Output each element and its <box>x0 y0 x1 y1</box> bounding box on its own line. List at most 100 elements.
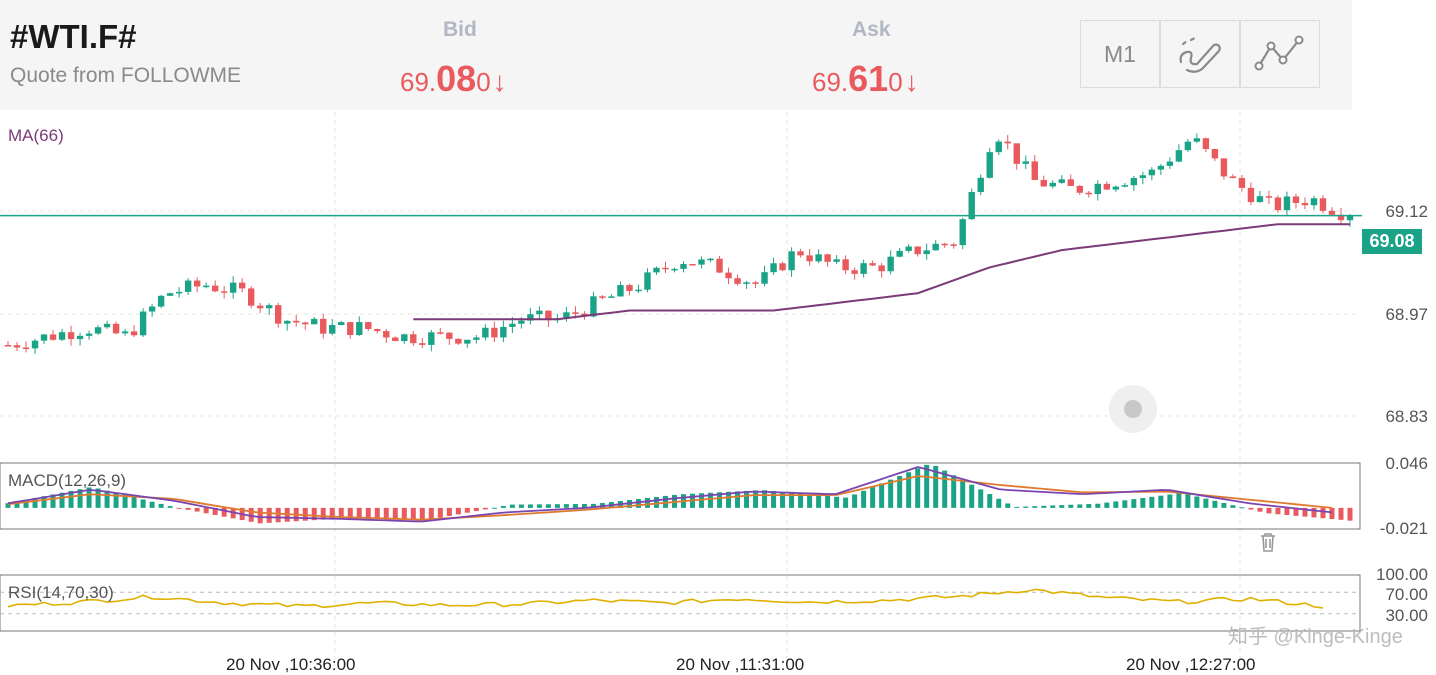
candle-body <box>1121 185 1129 187</box>
macd-histogram-bar <box>77 489 83 508</box>
macd-histogram-bar <box>906 472 912 508</box>
candle-body <box>275 305 282 324</box>
macd-histogram-bar <box>1059 505 1065 508</box>
candle-body <box>914 246 921 255</box>
macd-histogram-bar <box>1329 507 1335 520</box>
macd-histogram-bar <box>996 498 1002 508</box>
candle-body <box>518 320 525 324</box>
candle-body <box>716 258 723 273</box>
macd-histogram-bar <box>212 507 218 515</box>
candle-body <box>743 282 750 284</box>
macd-histogram-bar <box>1212 500 1218 508</box>
timeframe-button[interactable]: M1 <box>1080 20 1160 88</box>
candle-body <box>1040 179 1047 187</box>
candle-body <box>58 332 66 340</box>
candle-body <box>329 325 336 334</box>
rsi-indicator-label[interactable]: RSI(14,70,30) <box>8 583 114 602</box>
symbol-title: #WTI.F# <box>10 18 137 55</box>
macd-histogram-bar <box>572 504 578 508</box>
candle-body <box>1103 183 1111 190</box>
candle-body <box>779 263 786 271</box>
candle-body <box>869 263 876 266</box>
macd-histogram-bar <box>825 495 831 508</box>
macd-histogram-bar <box>464 507 470 513</box>
candle-body <box>1022 161 1029 164</box>
macd-histogram-bar <box>1131 499 1137 508</box>
macd-histogram-bar <box>915 468 921 508</box>
candle-body <box>968 192 975 220</box>
bid-down-arrow-icon: ↓ <box>492 66 507 97</box>
watermark: 知乎 @Kinge-Kinge <box>1228 626 1403 648</box>
candle-body <box>1292 196 1300 203</box>
candle-body <box>356 322 363 336</box>
ask-price[interactable]: 69.610↓ <box>812 58 919 100</box>
macd-histogram-bar <box>1122 500 1128 508</box>
macd-histogram-bar <box>473 507 479 512</box>
candle-body <box>815 254 822 262</box>
price-tick-1: 69.12 <box>1385 202 1428 221</box>
macd-histogram-bar <box>1068 504 1074 508</box>
candle-body <box>941 243 948 246</box>
macd-histogram-bar <box>1095 503 1101 508</box>
macd-histogram-bar <box>1302 507 1308 517</box>
candle-body <box>1094 183 1102 195</box>
candle-body <box>1166 161 1174 166</box>
scroll-handle-dot <box>1124 400 1142 418</box>
macd-histogram-bar <box>816 495 822 508</box>
candle-body <box>608 296 615 298</box>
candle-body <box>842 259 849 271</box>
macd-histogram-bar <box>744 490 750 508</box>
ask-price-main: 61 <box>848 58 889 99</box>
macd-indicator-label[interactable]: MACD(12,26,9) <box>8 471 127 490</box>
ma-indicator-label[interactable]: MA(66) <box>8 126 64 145</box>
candle-body <box>959 219 966 246</box>
macd-histogram-bar <box>59 492 65 508</box>
bid-price-main: 08 <box>436 58 477 99</box>
ask-label: Ask <box>852 18 891 41</box>
macd-histogram-bar <box>113 492 119 508</box>
macd-histogram-bar <box>410 507 416 520</box>
macd-histogram-bar <box>789 492 795 508</box>
quote-header: #WTI.F# Quote from FOLLOWME Bid 69.080↓ … <box>0 0 1352 110</box>
rsi-panel-frame <box>0 574 1361 632</box>
candle-body <box>220 291 228 293</box>
candle-body <box>1004 141 1011 144</box>
candle-body <box>1337 214 1345 221</box>
macd-histogram-bar <box>1104 502 1110 508</box>
bid-label: Bid <box>443 18 477 41</box>
macd-histogram-bar <box>446 507 452 517</box>
candle-body <box>401 334 408 342</box>
macd-histogram-bar <box>41 496 47 508</box>
candle-body <box>202 285 210 288</box>
indicator-button[interactable] <box>1240 20 1320 88</box>
draw-tool-button[interactable] <box>1160 20 1240 88</box>
candle-body <box>1256 196 1264 203</box>
candle-body <box>1310 198 1318 206</box>
candle-body <box>653 267 660 273</box>
macd-histogram-bar <box>536 504 542 508</box>
candle-body <box>986 152 993 178</box>
macd-histogram-bar <box>527 504 533 508</box>
macd-histogram-bar <box>699 493 705 508</box>
trash-icon[interactable] <box>1256 530 1280 554</box>
candle-body <box>1319 198 1327 211</box>
macd-histogram-bar <box>1266 507 1272 514</box>
macd-histogram-bar <box>1050 505 1056 508</box>
macd-histogram-bar <box>1194 496 1200 508</box>
candle-body <box>1274 197 1282 211</box>
rsi-line <box>7 588 1324 609</box>
macd-histogram-bar <box>1158 495 1164 508</box>
candle-body <box>1013 143 1020 164</box>
candle-body <box>680 264 687 269</box>
macd-histogram-bar <box>879 483 885 508</box>
candle-body <box>1301 202 1309 206</box>
macd-histogram-bar <box>1203 498 1209 508</box>
macd-histogram-bar <box>1221 502 1227 508</box>
candle-body <box>671 268 678 271</box>
candle-body <box>851 270 858 274</box>
candle-body <box>374 328 381 332</box>
candle-body <box>437 332 444 334</box>
bid-price[interactable]: 69.080↓ <box>400 58 507 100</box>
macd-histogram-bar <box>942 470 948 508</box>
